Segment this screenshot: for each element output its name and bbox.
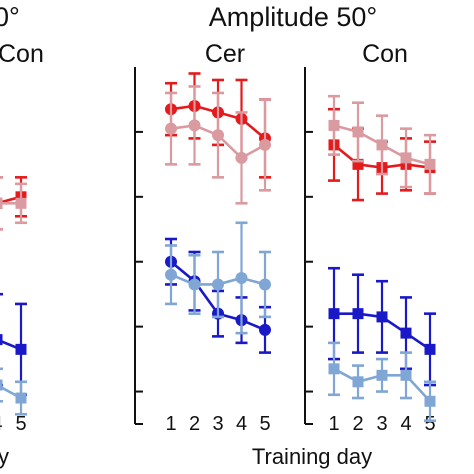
series-lightblue	[165, 221, 271, 335]
x-tick-label: 3	[212, 413, 223, 435]
x-tick-label: 3	[376, 413, 387, 435]
series-lightblue	[0, 367, 27, 416]
x-tick-label: 5	[424, 413, 435, 435]
x-tick-label: 1	[165, 413, 176, 435]
data-point	[400, 152, 412, 164]
x-tick-label: 4	[0, 413, 3, 435]
data-point	[400, 327, 412, 339]
data-point	[0, 334, 3, 346]
data-point	[328, 363, 340, 375]
x-tick-label: 2	[352, 413, 363, 435]
data-point	[424, 343, 436, 355]
data-point	[328, 308, 340, 320]
data-point	[424, 395, 436, 407]
data-point	[328, 119, 340, 131]
series-line	[0, 385, 22, 400]
data-point	[400, 369, 412, 381]
series-blue	[0, 292, 27, 397]
data-point	[376, 369, 388, 381]
x-tick-label: 5	[259, 413, 270, 435]
x-axis-label-left: y	[0, 444, 9, 469]
data-point	[15, 197, 27, 209]
data-point	[352, 126, 364, 138]
data-point	[15, 392, 27, 404]
data-point	[212, 278, 224, 291]
data-point	[424, 158, 436, 170]
x-tick-label: 1	[328, 413, 339, 435]
x-tick-label: 4	[236, 413, 247, 435]
x-tick-label: 4	[400, 413, 411, 435]
chart-panel-1: 345	[0, 176, 27, 435]
series-pink	[0, 176, 27, 231]
series-line	[0, 202, 21, 205]
data-point	[212, 129, 224, 142]
data-point	[0, 197, 3, 209]
series-pink	[328, 94, 436, 195]
data-point	[352, 308, 364, 320]
panel-label-left: Con	[0, 40, 44, 68]
series-red	[0, 176, 27, 231]
x-tick-label: 5	[15, 413, 26, 435]
series-blue	[328, 266, 436, 387]
data-point	[259, 278, 271, 291]
panel-label-middle: Cer	[205, 40, 245, 68]
x-tick-label: 2	[189, 413, 200, 435]
series-line	[0, 195, 22, 204]
series-lightblue	[328, 341, 436, 423]
data-point	[376, 139, 388, 151]
data-point	[165, 122, 177, 135]
data-point	[352, 158, 364, 170]
series-line	[0, 339, 22, 351]
right-heading: Amplitude 50°	[209, 2, 377, 32]
data-point	[376, 311, 388, 323]
data-point	[235, 271, 248, 284]
data-point	[15, 343, 27, 355]
data-point	[188, 278, 201, 291]
data-point	[352, 376, 364, 388]
data-point	[0, 379, 3, 391]
left-heading: 0°	[0, 2, 20, 32]
panel-label-right: Con	[362, 40, 408, 68]
series-pink	[165, 85, 271, 205]
data-point	[259, 323, 271, 336]
x-axis-label-right: Training day	[252, 444, 372, 469]
data-point	[188, 119, 201, 132]
data-point	[235, 151, 248, 164]
data-point	[259, 138, 271, 151]
data-point	[165, 268, 177, 281]
